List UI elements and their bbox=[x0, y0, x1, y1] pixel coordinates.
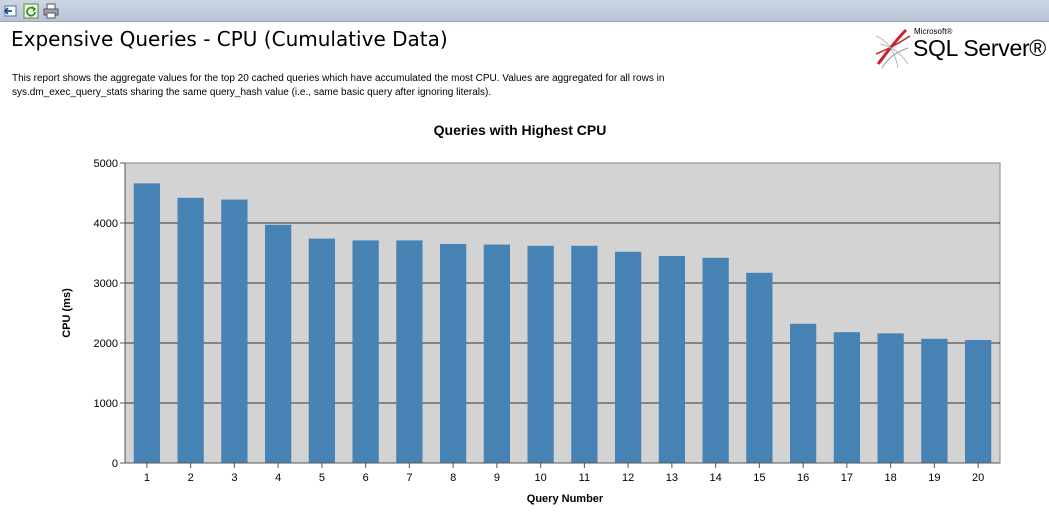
x-tick-label: 10 bbox=[535, 472, 547, 484]
bar-query-15[interactable] bbox=[746, 272, 773, 463]
bar-query-8[interactable] bbox=[440, 244, 467, 463]
bar-query-12[interactable] bbox=[615, 251, 642, 463]
print-button[interactable] bbox=[43, 3, 59, 19]
y-tick-label: 3000 bbox=[94, 278, 118, 290]
bar-query-7[interactable] bbox=[396, 240, 423, 463]
y-tick-label: 0 bbox=[112, 458, 118, 470]
refresh-icon bbox=[23, 3, 39, 18]
bar-query-13[interactable] bbox=[658, 256, 685, 463]
bar-query-5[interactable] bbox=[308, 238, 335, 463]
x-tick-label: 6 bbox=[363, 472, 369, 484]
bar-query-11[interactable] bbox=[571, 245, 598, 463]
bar-query-2[interactable] bbox=[177, 197, 204, 464]
y-tick-label: 2000 bbox=[94, 338, 118, 350]
back-button[interactable] bbox=[3, 3, 19, 19]
x-tick-label: 1 bbox=[144, 472, 150, 484]
bar-query-16[interactable] bbox=[790, 323, 817, 463]
plot-area bbox=[124, 162, 1001, 464]
x-tick-label: 2 bbox=[188, 472, 194, 484]
bars bbox=[133, 183, 992, 464]
refresh-button[interactable] bbox=[23, 3, 39, 19]
bar-query-20[interactable] bbox=[965, 340, 992, 463]
x-axis-label: Query Number bbox=[527, 493, 604, 505]
x-tick-label: 16 bbox=[797, 472, 809, 484]
bar-query-19[interactable] bbox=[921, 338, 948, 463]
sql-server-logo: Microsoft® SQL Server® bbox=[872, 24, 1046, 72]
x-tick-label: 14 bbox=[710, 472, 722, 484]
x-tick-label: 15 bbox=[753, 472, 765, 484]
y-tick-label: 5000 bbox=[94, 158, 118, 170]
report-toolbar bbox=[0, 0, 1049, 22]
x-tick-label: 20 bbox=[972, 472, 984, 484]
x-tick-label: 8 bbox=[450, 472, 456, 484]
sql-server-logo-icon bbox=[875, 28, 911, 69]
bar-query-6[interactable] bbox=[352, 240, 379, 463]
x-tick-label: 9 bbox=[494, 472, 500, 484]
printer-icon bbox=[43, 3, 59, 18]
report-title: Expensive Queries - CPU (Cumulative Data… bbox=[11, 27, 448, 51]
bar-query-10[interactable] bbox=[527, 245, 554, 463]
logo-microsoft-text: Microsoft® bbox=[914, 27, 953, 36]
bar-query-3[interactable] bbox=[221, 199, 248, 463]
cpu-bar-chart: Queries with Highest CPU 010002000300040… bbox=[61, 122, 1001, 505]
back-arrow-icon bbox=[3, 5, 17, 16]
chart-title: Queries with Highest CPU bbox=[434, 122, 607, 138]
bar-query-4[interactable] bbox=[265, 224, 292, 463]
x-tick-label: 5 bbox=[319, 472, 325, 484]
y-tick-label: 1000 bbox=[94, 398, 118, 410]
x-tick-label: 19 bbox=[928, 472, 940, 484]
x-tick-label: 4 bbox=[275, 472, 281, 484]
bar-query-17[interactable] bbox=[833, 332, 860, 463]
bar-query-1[interactable] bbox=[133, 183, 160, 463]
report-description: This report shows the aggregate values f… bbox=[12, 73, 665, 98]
x-tick-label: 11 bbox=[579, 472, 590, 484]
y-axis-label: CPU (ms) bbox=[61, 288, 73, 338]
bar-query-18[interactable] bbox=[877, 333, 904, 463]
x-tick-label: 3 bbox=[231, 472, 237, 484]
x-tick-label: 12 bbox=[622, 472, 634, 484]
bar-query-14[interactable] bbox=[702, 257, 729, 463]
x-tick-label: 17 bbox=[841, 472, 853, 484]
x-tick-label: 7 bbox=[406, 472, 412, 484]
bar-query-9[interactable] bbox=[483, 244, 510, 463]
x-axis-ticks: 1 2 3 4 5 6 7 8 9 10 11 12 13 14 15 16 17 18 19 20 bbox=[144, 463, 984, 484]
logo-sql-server-text: SQL Server® bbox=[913, 35, 1046, 61]
x-tick-label: 13 bbox=[666, 472, 678, 484]
y-axis-ticks: 0 1000 2000 3000 4000 5000 bbox=[94, 158, 125, 470]
y-tick-label: 4000 bbox=[94, 218, 118, 230]
x-tick-label: 18 bbox=[885, 472, 897, 484]
